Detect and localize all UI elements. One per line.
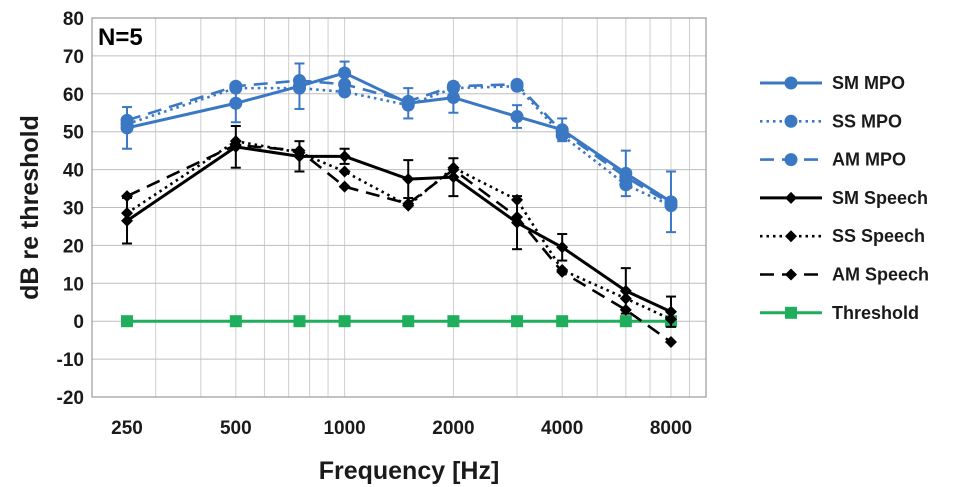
series-threshold [121, 315, 677, 328]
x-tick-label: 4000 [541, 418, 583, 439]
x-axis-title: Frequency [Hz] [319, 457, 500, 485]
data-point-am-speech [664, 336, 677, 349]
legend-label: SM Speech [832, 188, 928, 208]
data-point-sm-speech [121, 214, 134, 227]
series-am-speech [121, 138, 677, 349]
legend-item-threshold: Threshold [760, 303, 919, 323]
data-point-sm-mpo [292, 79, 306, 93]
legend-swatch-marker [785, 191, 797, 204]
series-ss-speech [121, 135, 677, 326]
legend-item-sm-speech: SM Speech [760, 188, 928, 208]
data-point-sm-mpo [229, 96, 243, 110]
legend-item-am-mpo: AM MPO [760, 150, 906, 170]
y-tick-label: 80 [63, 9, 84, 30]
data-point-threshold [556, 315, 569, 328]
legend-label: SM MPO [832, 73, 905, 93]
legend-swatch-marker [785, 230, 797, 243]
series-line-ss-speech [126, 139, 672, 321]
data-point-sm-mpo [555, 123, 569, 137]
data-point-threshold [121, 315, 134, 328]
legend-swatch-marker [784, 76, 798, 90]
x-tick-label: 500 [220, 418, 252, 439]
series-sm-speech [121, 125, 677, 328]
data-point-threshold [619, 315, 632, 328]
y-tick-label: 30 [63, 199, 84, 220]
axes: -20 -10 0 10 20 30 40 50 60 70 80 250 500 1000 2000 400… [57, 9, 707, 439]
data-point-sm-speech [229, 140, 242, 153]
data-point-sm-speech [338, 150, 351, 163]
y-tick-label: 50 [63, 123, 84, 144]
y-tick-label: -20 [57, 388, 84, 409]
y-tick-label: 10 [63, 274, 84, 295]
x-tick-label: 8000 [650, 418, 692, 439]
data-point-threshold [447, 315, 460, 328]
legend-label: SS Speech [832, 226, 925, 246]
data-point-sm-speech [293, 150, 306, 163]
legend-swatch-marker [785, 306, 797, 319]
y-tick-label: 0 [73, 312, 84, 333]
grid [91, 17, 707, 398]
data-point-sm-mpo [401, 96, 415, 110]
data-point-sm-speech [556, 241, 569, 254]
data-point-sm-mpo [446, 91, 460, 105]
series-sm-mpo [120, 60, 678, 234]
data-point-sm-speech [511, 216, 524, 229]
x-tick-label: 250 [111, 418, 143, 439]
legend-label: Threshold [832, 303, 919, 323]
series-line-sm-mpo [126, 71, 672, 204]
data-point-sm-speech [664, 305, 677, 318]
data-point-ss-speech [338, 165, 351, 178]
data-point-threshold [229, 315, 242, 328]
data-point-ss-mpo [510, 79, 524, 93]
legend-label: SS MPO [832, 111, 902, 131]
series-line-am-mpo [126, 79, 672, 205]
x-tick-label: 2000 [432, 418, 474, 439]
data-point-sm-mpo [664, 195, 678, 209]
legend-label: AM MPO [832, 150, 906, 170]
plot-frame [91, 17, 707, 398]
y-tick-label: 20 [63, 236, 84, 257]
data-point-threshold [293, 315, 306, 328]
data-point-sm-mpo [338, 66, 352, 80]
legend-item-ss-speech: SS Speech [760, 226, 925, 246]
data-point-ss-mpo [338, 85, 352, 99]
series-am-mpo [120, 74, 678, 211]
legend-swatch-marker [784, 114, 798, 128]
legend-swatch-marker [785, 268, 797, 281]
data-point-threshold [402, 315, 415, 328]
data-point-threshold [511, 315, 524, 328]
data-point-threshold [338, 315, 351, 328]
legend-item-am-speech: AM Speech [760, 265, 929, 285]
data-point-sm-mpo [510, 110, 524, 124]
y-tick-label: 70 [63, 47, 84, 68]
y-tick-label: 40 [63, 161, 84, 182]
legend-label: AM Speech [832, 265, 929, 285]
series-line-sm-speech [126, 145, 672, 314]
legend: SM MPO SS MPO AM MPO SM Speech SS Speech AM S… [760, 73, 929, 323]
legend-item-sm-mpo: SM MPO [760, 73, 905, 93]
data-point-sm-mpo [619, 166, 633, 180]
sample-size-annotation: N=5 [98, 24, 143, 51]
legend-item-ss-mpo: SS MPO [760, 111, 902, 131]
data-point-sm-mpo [120, 121, 134, 135]
y-tick-label: -10 [57, 350, 84, 371]
legend-swatch-marker [784, 153, 798, 167]
y-axis-title: dB re threshold [16, 115, 44, 300]
series-group [120, 60, 678, 349]
y-tick-label: 60 [63, 85, 84, 106]
series-line-ss-mpo [126, 84, 672, 207]
data-point-ss-speech [402, 199, 415, 212]
data-point-am-speech [338, 180, 351, 193]
data-point-am-speech [121, 190, 134, 203]
data-point-sm-speech [447, 171, 460, 184]
data-point-sm-speech [402, 173, 415, 186]
x-tick-label: 1000 [323, 418, 365, 439]
data-point-sm-speech [619, 284, 632, 297]
data-point-ss-speech [556, 264, 569, 277]
